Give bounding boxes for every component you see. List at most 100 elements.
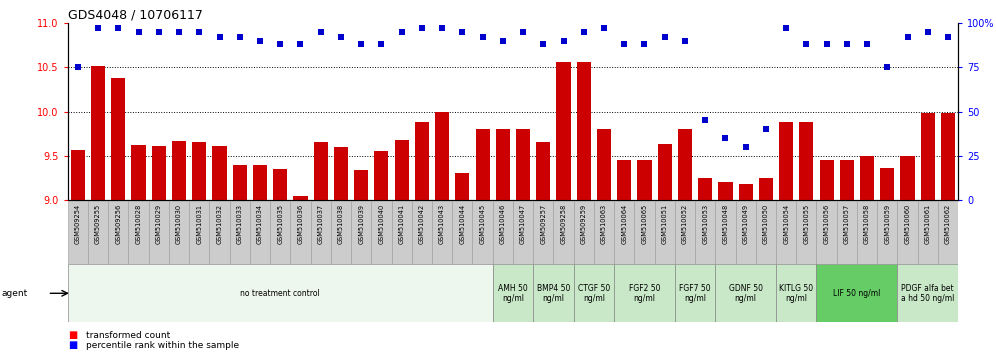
Bar	[109, 201, 128, 264]
Text: GSM509258: GSM509258	[561, 204, 567, 244]
Bar	[394, 140, 408, 354]
Bar	[817, 201, 837, 264]
Bar	[675, 201, 695, 264]
Bar	[372, 201, 391, 264]
Bar	[840, 160, 854, 354]
Bar	[270, 201, 291, 264]
Text: GSM510057: GSM510057	[844, 204, 850, 244]
Text: GSM510029: GSM510029	[155, 204, 161, 244]
Text: GSM510059: GSM510059	[884, 204, 890, 244]
Text: BMP4 50
ng/ml: BMP4 50 ng/ml	[537, 284, 570, 303]
Bar	[311, 201, 331, 264]
Bar	[91, 67, 106, 354]
Bar	[351, 201, 372, 264]
Text: GSM510030: GSM510030	[176, 204, 182, 244]
Bar	[250, 201, 270, 264]
Bar	[857, 201, 877, 264]
Bar	[374, 151, 388, 354]
Bar	[212, 146, 226, 354]
Bar	[334, 147, 348, 354]
Text: GSM510060: GSM510060	[904, 204, 910, 244]
Bar	[294, 195, 308, 354]
Text: CTGF 50
ng/ml: CTGF 50 ng/ml	[578, 284, 610, 303]
Text: GSM510058: GSM510058	[865, 204, 871, 244]
Bar	[68, 264, 493, 322]
Bar	[314, 143, 328, 354]
Text: GSM510039: GSM510039	[359, 204, 365, 244]
Bar	[435, 113, 449, 354]
Bar	[432, 201, 452, 264]
Text: agent: agent	[2, 289, 28, 298]
Bar	[253, 165, 267, 354]
Text: percentile rank within the sample: percentile rank within the sample	[86, 342, 239, 350]
Text: GSM510062: GSM510062	[945, 204, 951, 244]
Bar	[735, 201, 756, 264]
Bar	[475, 129, 490, 354]
Text: GSM509259: GSM509259	[581, 204, 587, 244]
Text: GSM510044: GSM510044	[459, 204, 465, 244]
Bar	[917, 201, 938, 264]
Bar	[574, 201, 594, 264]
Text: GDNF 50
ng/ml: GDNF 50 ng/ml	[729, 284, 763, 303]
Text: GSM510051: GSM510051	[661, 204, 667, 244]
Text: GSM510043: GSM510043	[439, 204, 445, 244]
Bar	[759, 178, 773, 354]
Text: GSM510034: GSM510034	[257, 204, 263, 244]
Bar	[112, 78, 125, 354]
Text: transformed count: transformed count	[86, 331, 170, 340]
Bar	[577, 62, 591, 354]
Text: GSM510049: GSM510049	[743, 204, 749, 244]
Text: GSM510041: GSM510041	[398, 204, 404, 244]
Bar	[718, 182, 732, 354]
Text: ■: ■	[68, 330, 77, 340]
Text: GSM510042: GSM510042	[419, 204, 425, 244]
Bar	[233, 165, 247, 354]
Bar	[169, 201, 189, 264]
Bar	[554, 201, 574, 264]
Bar	[900, 156, 914, 354]
Bar	[291, 201, 311, 264]
Text: GSM510061: GSM510061	[925, 204, 931, 244]
Bar	[618, 160, 631, 354]
Text: GSM510047: GSM510047	[520, 204, 526, 244]
Bar	[414, 122, 429, 354]
Text: GSM510036: GSM510036	[298, 204, 304, 244]
Bar	[634, 201, 654, 264]
Bar	[151, 146, 166, 354]
Text: GSM510052: GSM510052	[682, 204, 688, 244]
Text: GSM509257: GSM509257	[540, 204, 546, 244]
Text: GSM510064: GSM510064	[622, 204, 627, 244]
Text: no treatment control: no treatment control	[240, 289, 320, 298]
Bar	[776, 264, 817, 322]
Text: GSM510046: GSM510046	[500, 204, 506, 244]
Bar	[496, 129, 510, 354]
Bar	[897, 264, 958, 322]
Text: GSM510054: GSM510054	[783, 204, 789, 244]
Bar	[920, 113, 935, 354]
Text: GSM510055: GSM510055	[804, 204, 810, 244]
Text: GSM510031: GSM510031	[196, 204, 202, 244]
Text: GSM510056: GSM510056	[824, 204, 830, 244]
Bar	[675, 264, 715, 322]
Bar	[779, 122, 793, 354]
Bar	[128, 201, 148, 264]
Bar	[715, 264, 776, 322]
Text: GDS4048 / 10706117: GDS4048 / 10706117	[68, 9, 202, 22]
Bar	[533, 201, 554, 264]
Text: GSM510053: GSM510053	[702, 204, 708, 244]
Bar	[189, 201, 209, 264]
Bar	[615, 201, 634, 264]
Bar	[880, 168, 894, 354]
Text: KITLG 50
ng/ml: KITLG 50 ng/ml	[779, 284, 814, 303]
Bar	[452, 201, 472, 264]
Bar	[71, 150, 85, 354]
Text: GSM510032: GSM510032	[216, 204, 222, 244]
Bar	[472, 201, 493, 264]
Bar	[897, 201, 917, 264]
Text: GSM510050: GSM510050	[763, 204, 769, 244]
Bar	[533, 264, 574, 322]
Bar	[594, 201, 615, 264]
Bar	[678, 129, 692, 354]
Text: GSM510035: GSM510035	[277, 204, 283, 244]
Bar	[131, 145, 145, 354]
